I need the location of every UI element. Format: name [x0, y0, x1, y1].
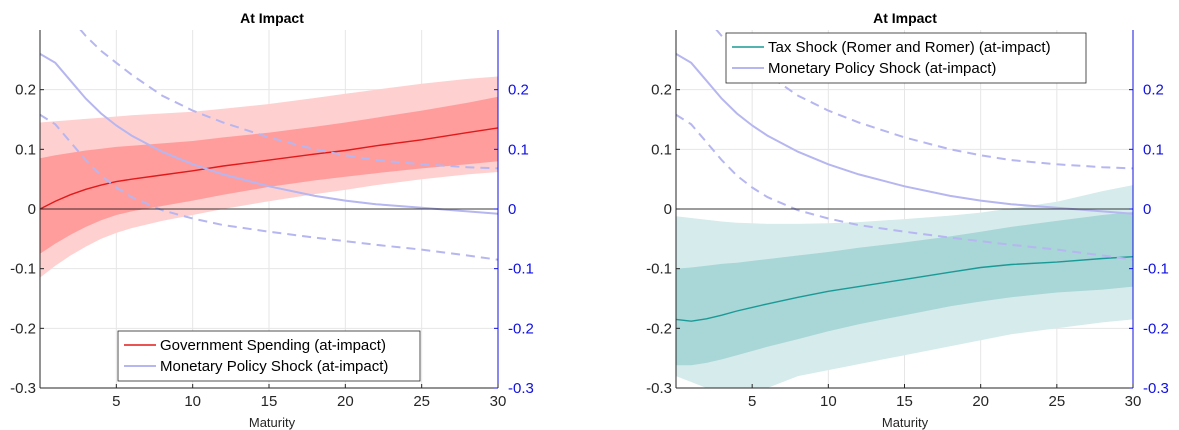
y-tick-label: -0.2 [646, 320, 672, 337]
y-tick-label: -0.2 [10, 320, 36, 337]
y2-tick-label: -0.2 [1143, 320, 1169, 337]
legend: Government Spending (at-impact) Monetary … [117, 330, 421, 382]
x-tick-label: 30 [490, 393, 507, 410]
x-tick-label: 5 [112, 393, 120, 410]
series-line-main [676, 256, 1133, 322]
legend-box [117, 330, 421, 382]
y2-tick-label: 0 [1143, 201, 1151, 218]
confidence-band-inner [40, 96, 498, 254]
y2-tick-label: 0 [508, 201, 516, 218]
y-tick-label: -0.1 [10, 261, 36, 278]
y-tick-label: 0.1 [651, 141, 672, 158]
confidence-band-inner [676, 212, 1133, 366]
chart-title: At Impact [240, 10, 304, 26]
y2-tick-label: -0.1 [508, 261, 534, 278]
y-tick-label: 0.2 [651, 82, 672, 99]
x-tick-label: 25 [413, 393, 430, 410]
plot-area [40, 30, 498, 278]
y2-tick-label: -0.3 [1143, 380, 1169, 397]
chart-title: At Impact [873, 10, 937, 26]
series-line-main [40, 127, 498, 210]
y-tick-label: 0.2 [15, 82, 36, 99]
y-tick-label: -0.1 [646, 261, 672, 278]
chart-panel-right: At Impact Maturity 5 10 15 20 25 30 0.2 0.1 0 -0.… [646, 10, 1169, 430]
y-tick-label: -0.3 [646, 380, 672, 397]
y2-tick-label: -0.3 [508, 380, 534, 397]
x-tick-label: 30 [1125, 393, 1142, 410]
plot-area [676, 30, 1133, 388]
x-tick-label: 25 [1048, 393, 1065, 410]
x-tick-label: 20 [972, 393, 989, 410]
legend-label: Monetary Policy Shock (at-impact) [768, 60, 996, 77]
legend-box [725, 32, 1087, 84]
legend: Tax Shock (Romer and Romer) (at-impact) M… [725, 32, 1087, 84]
chart-panel-left: At Impact Maturity 5 10 15 20 25 30 0.2 0.1 0 -0.… [10, 10, 534, 430]
x-tick-label: 10 [184, 393, 201, 410]
y-tick-label: 0.1 [15, 141, 36, 158]
x-tick-label: 15 [261, 393, 278, 410]
x-tick-label: 20 [337, 393, 354, 410]
monetary-band-lower [676, 113, 1133, 261]
y2-tick-label: -0.1 [1143, 261, 1169, 278]
series-line-monetary [676, 53, 1133, 215]
y2-tick-label: 0.1 [508, 141, 529, 158]
legend-label: Monetary Policy Shock (at-impact) [160, 358, 388, 375]
monetary-band-upper [715, 30, 1133, 170]
x-axis-label: Maturity [249, 415, 296, 430]
y-tick-label: 0 [664, 201, 672, 218]
y-tick-label: -0.3 [10, 380, 36, 397]
legend-label: Government Spending (at-impact) [160, 337, 386, 354]
x-axis-label: Maturity [882, 415, 929, 430]
y2-tick-label: -0.2 [508, 320, 534, 337]
x-tick-label: 5 [748, 393, 756, 410]
y2-tick-label: 0.2 [508, 82, 529, 99]
y2-tick-label: 0.1 [1143, 141, 1164, 158]
legend-label: Tax Shock (Romer and Romer) (at-impact) [768, 39, 1051, 56]
y2-tick-label: 0.2 [1143, 82, 1164, 99]
x-tick-label: 10 [820, 393, 837, 410]
series-line-monetary [40, 53, 498, 215]
monetary-band-upper [79, 30, 498, 170]
x-tick-label: 15 [896, 393, 913, 410]
y-tick-label: 0 [28, 201, 36, 218]
